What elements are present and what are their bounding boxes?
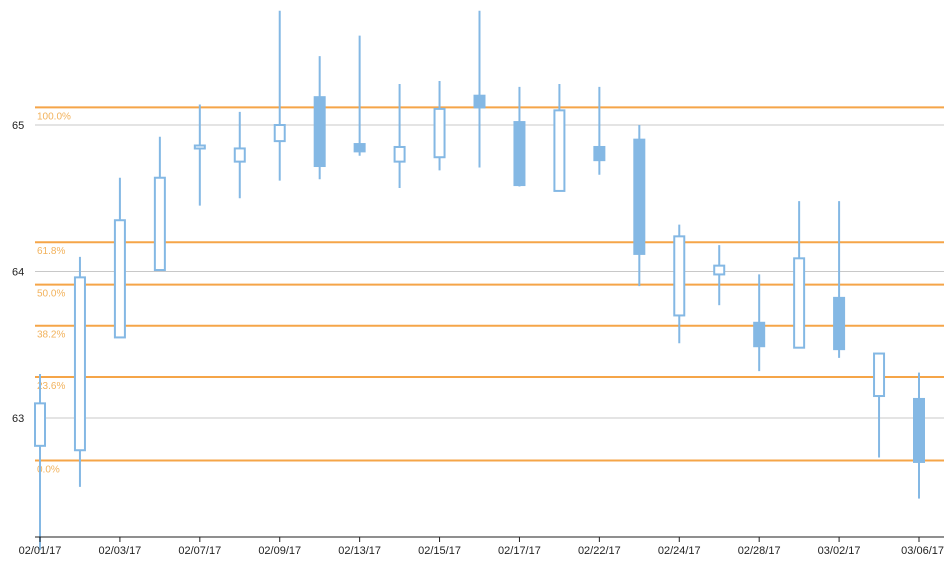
candle — [73, 256, 86, 487]
fibonacci-level-label: 0.0% — [37, 464, 60, 475]
candle-body-down — [593, 145, 606, 162]
y-axis: 63 64 65 — [12, 120, 24, 425]
candle — [793, 201, 806, 349]
candle-body-up — [713, 264, 726, 276]
candle — [393, 83, 406, 188]
candle-body-down — [753, 321, 766, 348]
candle — [633, 125, 646, 287]
candle — [113, 177, 126, 339]
x-tick-label: 02/13/17 — [338, 545, 381, 557]
x-tick-label: 02/15/17 — [418, 545, 461, 557]
x-tick-label: 02/01/17 — [19, 545, 62, 557]
candle — [313, 56, 326, 180]
candle-body-up — [553, 109, 566, 192]
candle — [233, 111, 246, 199]
candle-body-down — [633, 138, 646, 255]
candle-body-down — [913, 397, 925, 463]
x-tick-label: 02/03/17 — [98, 545, 141, 557]
fibonacci-level-label: 50.0% — [37, 289, 65, 300]
x-tick-label: 02/17/17 — [498, 545, 541, 557]
candle — [873, 352, 886, 458]
candle — [433, 81, 446, 171]
candle-body-up — [233, 147, 246, 163]
candle — [913, 372, 925, 499]
candle — [513, 86, 526, 187]
candle — [273, 10, 286, 181]
candle — [193, 104, 206, 206]
candle — [153, 136, 166, 272]
x-axis: 02/01/17 02/03/17 02/07/17 02/09/17 02/13/17… — [19, 536, 944, 557]
x-tick-label: 02/07/17 — [178, 545, 221, 557]
candle — [673, 224, 686, 344]
y-tick-label: 65 — [12, 120, 24, 132]
candle-body-up — [793, 257, 806, 349]
candle-body-down — [353, 143, 366, 153]
fibonacci-level-label: 23.6% — [37, 381, 65, 392]
candle-body-up — [34, 402, 46, 447]
fibonacci-level-label: 61.8% — [37, 246, 65, 257]
x-tick-label: 03/06/17 — [901, 545, 944, 557]
candlestick-series — [34, 10, 925, 550]
candle-body-up — [193, 144, 206, 150]
candle — [353, 35, 366, 156]
candle — [473, 10, 486, 168]
candle — [553, 83, 566, 192]
candle-body-down — [313, 96, 326, 168]
candle-body-up — [673, 235, 686, 317]
candle-body-down — [833, 296, 846, 351]
candle — [713, 245, 726, 306]
candle-body-down — [473, 94, 486, 109]
y-tick-label: 63 — [12, 413, 24, 425]
candle-body-up — [433, 107, 446, 159]
x-tick-label: 02/09/17 — [258, 545, 301, 557]
candle-body-up — [113, 219, 126, 339]
candle — [753, 274, 766, 372]
fibonacci-retracement-levels: 100.0% 61.8% 50.0% 38.2% 23.6% 0.0% — [35, 106, 944, 475]
candle-body-up — [393, 145, 406, 163]
candle-body-down — [513, 121, 526, 187]
candle — [34, 374, 46, 550]
x-tick-label: 02/22/17 — [578, 545, 621, 557]
candle-body-up — [273, 124, 286, 143]
candle-body-up — [153, 176, 166, 272]
x-tick-label: 02/24/17 — [658, 545, 701, 557]
fibonacci-level-label: 100.0% — [37, 111, 71, 122]
fibonacci-level-label: 38.2% — [37, 330, 65, 341]
candle-body-up — [873, 352, 886, 398]
y-tick-label: 64 — [12, 267, 24, 279]
candle — [833, 201, 846, 358]
x-tick-label: 03/02/17 — [818, 545, 861, 557]
x-tick-label: 02/28/17 — [738, 545, 781, 557]
candle-body-up — [73, 276, 86, 452]
candle — [593, 86, 606, 175]
gridlines — [35, 124, 944, 419]
